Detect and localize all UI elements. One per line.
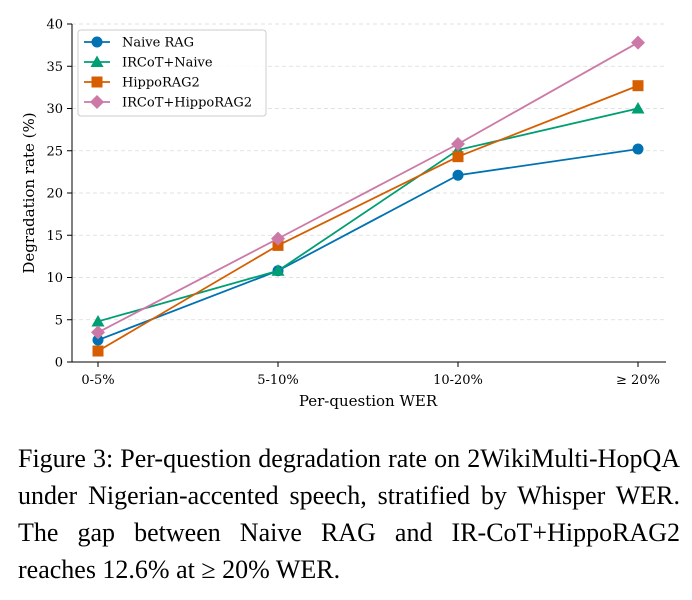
series-hipporag2 bbox=[92, 80, 644, 357]
x-axis-label: Per-question WER bbox=[299, 392, 438, 410]
legend: Naive RAG IRCoT+Naive HippoRAG2 IRCoT+Hippo… bbox=[77, 29, 267, 117]
series-layer bbox=[91, 35, 645, 357]
y-axis-ticks: 0 5 10 15 20 25 30 35 40 bbox=[46, 18, 72, 371]
y-tick-label: 25 bbox=[46, 144, 63, 159]
y-tick-label: 40 bbox=[46, 18, 63, 33]
y-tick-label: 30 bbox=[46, 102, 63, 117]
data-point-circle bbox=[91, 36, 103, 48]
legend-label: IRCoT+HippoRAG2 bbox=[122, 96, 252, 111]
x-axis-ticks: 0-5% 5-10% 10-20% ≥ 20% bbox=[81, 362, 660, 388]
data-point-diamond bbox=[271, 231, 285, 246]
legend-label: Naive RAG bbox=[122, 36, 194, 51]
x-tick-label: 0-5% bbox=[81, 373, 114, 388]
line-chart: 0 5 10 15 20 25 30 35 40 0-5% 5-10% 10-20% ≥ 20% Na… bbox=[20, 18, 666, 410]
y-tick-label: 10 bbox=[46, 271, 63, 286]
y-axis-label: Degradation rate (%) bbox=[20, 112, 38, 273]
data-point-square bbox=[452, 151, 464, 163]
y-tick-label: 5 bbox=[55, 313, 63, 328]
series-line bbox=[97, 148, 639, 341]
y-tick-label: 0 bbox=[55, 356, 63, 371]
data-point-triangle bbox=[631, 102, 645, 114]
data-point-circle bbox=[632, 143, 644, 155]
data-point-triangle bbox=[271, 264, 285, 276]
data-point-circle bbox=[92, 334, 104, 346]
y-tick-label: 35 bbox=[46, 60, 63, 75]
x-tick-label: ≥ 20% bbox=[616, 373, 660, 388]
legend-box bbox=[77, 29, 267, 117]
data-point-diamond bbox=[631, 35, 645, 50]
series-ircot-naive bbox=[91, 102, 645, 327]
data-point-triangle bbox=[91, 314, 105, 327]
data-point-square bbox=[92, 345, 104, 357]
data-point-diamond bbox=[451, 136, 465, 151]
y-tick-label: 20 bbox=[46, 187, 63, 202]
x-tick-label: 10-20% bbox=[433, 373, 483, 388]
series-line bbox=[97, 41, 639, 334]
figure-caption: Figure 3: Per-question degradation rate … bbox=[18, 444, 680, 584]
series-line bbox=[97, 107, 639, 323]
series-naive-rag bbox=[92, 143, 644, 346]
series-line bbox=[97, 84, 639, 352]
data-point-square bbox=[91, 76, 103, 88]
y-tick-label: 15 bbox=[46, 229, 63, 244]
data-point-diamond bbox=[91, 325, 105, 340]
data-point-circle bbox=[452, 169, 464, 181]
data-point-triangle bbox=[90, 55, 104, 67]
legend-label: IRCoT+Naive bbox=[122, 56, 213, 71]
x-tick-label: 5-10% bbox=[257, 373, 299, 388]
series-ircot-hipporag2 bbox=[91, 35, 645, 340]
data-point-diamond bbox=[90, 95, 104, 109]
data-point-square bbox=[632, 80, 644, 92]
legend-label: HippoRAG2 bbox=[122, 76, 200, 91]
